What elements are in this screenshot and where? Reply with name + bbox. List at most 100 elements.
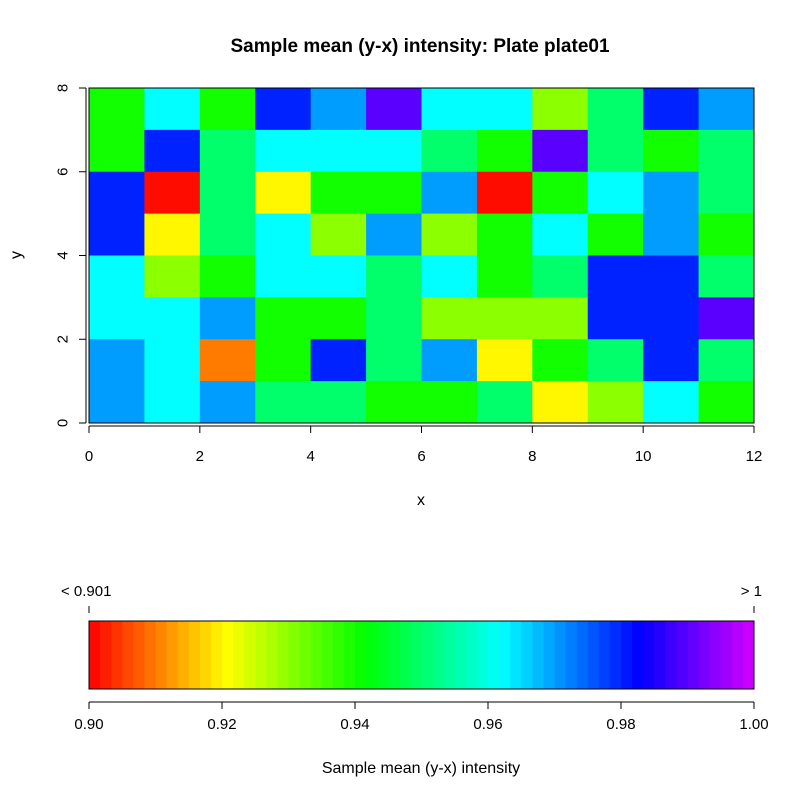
colorbar-x-tick-label: 0.94 xyxy=(340,716,369,733)
heatmap-cell xyxy=(532,339,589,382)
heatmap-x-tick-label: 10 xyxy=(635,448,652,465)
heatmap-cell xyxy=(421,213,478,256)
colorbar-step xyxy=(665,621,677,689)
colorbar-step xyxy=(576,621,589,689)
colorbar-step xyxy=(166,621,179,689)
heatmap-cell xyxy=(643,255,699,298)
colorbar-step xyxy=(532,621,544,689)
colorbar-step xyxy=(255,621,267,689)
heatmap-cell xyxy=(366,213,422,256)
colorbar-x-tick-label: 0.98 xyxy=(606,716,635,733)
heatmap-cell xyxy=(532,129,589,173)
colorbar-step xyxy=(332,621,345,689)
heatmap-cell xyxy=(310,129,367,173)
heatmap-cell xyxy=(587,129,644,173)
heatmap-cell xyxy=(366,339,422,382)
heatmap-cell xyxy=(476,297,533,340)
colorbar-step xyxy=(488,621,500,689)
colorbar-step xyxy=(731,621,744,689)
heatmap-cell xyxy=(587,213,644,256)
colorbar-step xyxy=(443,621,456,689)
heatmap-cell xyxy=(199,129,256,173)
heatmap-cell xyxy=(698,213,755,256)
heatmap-cell xyxy=(587,88,644,131)
heatmap-cell xyxy=(199,213,256,256)
heatmap-cell xyxy=(310,381,367,424)
colorbar-step xyxy=(421,621,434,689)
heatmap-cell xyxy=(698,255,755,298)
heatmap-cell xyxy=(643,88,699,131)
heatmap-cell xyxy=(421,339,478,382)
colorbar-step xyxy=(698,621,711,689)
heatmap-y-tick-label: 0 xyxy=(54,419,71,427)
heatmap-cell xyxy=(421,255,478,298)
colorbar-step xyxy=(521,621,533,689)
heatmap-cell xyxy=(476,381,533,424)
heatmap-y-tick-label: 2 xyxy=(54,335,71,343)
heatmap-cell xyxy=(255,129,312,173)
heatmap-cell xyxy=(366,88,422,131)
colorbar-step xyxy=(100,621,112,689)
heatmap-cell xyxy=(366,129,422,173)
heatmap-cell xyxy=(89,297,145,340)
colorbar-step xyxy=(122,621,134,689)
colorbar-step xyxy=(299,621,312,689)
colorbar-step xyxy=(144,621,156,689)
heatmap-cell xyxy=(366,171,422,215)
heatmap-cell xyxy=(89,381,145,424)
colorbar-step xyxy=(266,621,278,689)
colorbar-end-marks xyxy=(88,606,755,613)
heatmap-x-tick-label: 6 xyxy=(417,448,425,465)
heatmap-cell xyxy=(144,381,201,424)
heatmap-cell xyxy=(421,381,478,424)
heatmap-cell xyxy=(144,88,201,131)
heatmap-cell xyxy=(643,297,699,340)
heatmap-cell xyxy=(199,171,256,215)
heatmap-cell xyxy=(366,297,422,340)
colorbar-step xyxy=(244,621,256,689)
colorbar-x-tick-label: 0.96 xyxy=(473,716,502,733)
heatmap-cell xyxy=(255,213,312,256)
heatmap-cell xyxy=(421,88,478,131)
heatmap-cell xyxy=(476,255,533,298)
heatmap-cell xyxy=(89,213,145,256)
colorbar-step xyxy=(687,621,700,689)
colorbar-step xyxy=(366,621,378,689)
colorbar-step xyxy=(277,621,289,689)
heatmap-cell xyxy=(144,339,201,382)
heatmap-cell xyxy=(698,297,755,340)
heatmap-cell xyxy=(587,171,644,215)
heatmap-cell xyxy=(643,381,699,424)
colorbar-step xyxy=(654,621,666,689)
heatmap-cell xyxy=(532,297,589,340)
colorbar-step xyxy=(598,621,611,689)
heatmap-cell xyxy=(199,297,256,340)
heatmap-cells xyxy=(89,88,755,424)
colorbar-step xyxy=(399,621,411,689)
heatmap-x-tick-label: 8 xyxy=(528,448,536,465)
heatmap-y-tick-label: 4 xyxy=(54,251,71,259)
heatmap-x-tick-label: 2 xyxy=(196,448,204,465)
heatmap-cell xyxy=(587,255,644,298)
heatmap-y-axis-label: y xyxy=(8,251,25,259)
colorbar-step xyxy=(199,621,212,689)
heatmap-cell xyxy=(643,213,699,256)
heatmap-cell xyxy=(643,339,699,382)
colorbar-step xyxy=(621,621,633,689)
heatmap-y-tick-label: 8 xyxy=(54,84,71,92)
colorbar-step xyxy=(233,621,245,689)
colorbar-step xyxy=(476,621,489,689)
heatmap-cell xyxy=(255,255,312,298)
heatmap-cell xyxy=(698,381,755,424)
colorbar-step xyxy=(343,621,356,689)
heatmap-cell xyxy=(255,171,312,215)
heatmap-cell xyxy=(255,339,312,382)
heatmap-cell xyxy=(476,129,533,173)
colorbar-step xyxy=(210,621,223,689)
colorbar-step xyxy=(321,621,334,689)
heatmap-cell xyxy=(89,88,145,131)
heatmap-cell xyxy=(366,381,422,424)
colorbar-step xyxy=(310,621,323,689)
heatmap-y-tick-label: 6 xyxy=(54,168,71,176)
